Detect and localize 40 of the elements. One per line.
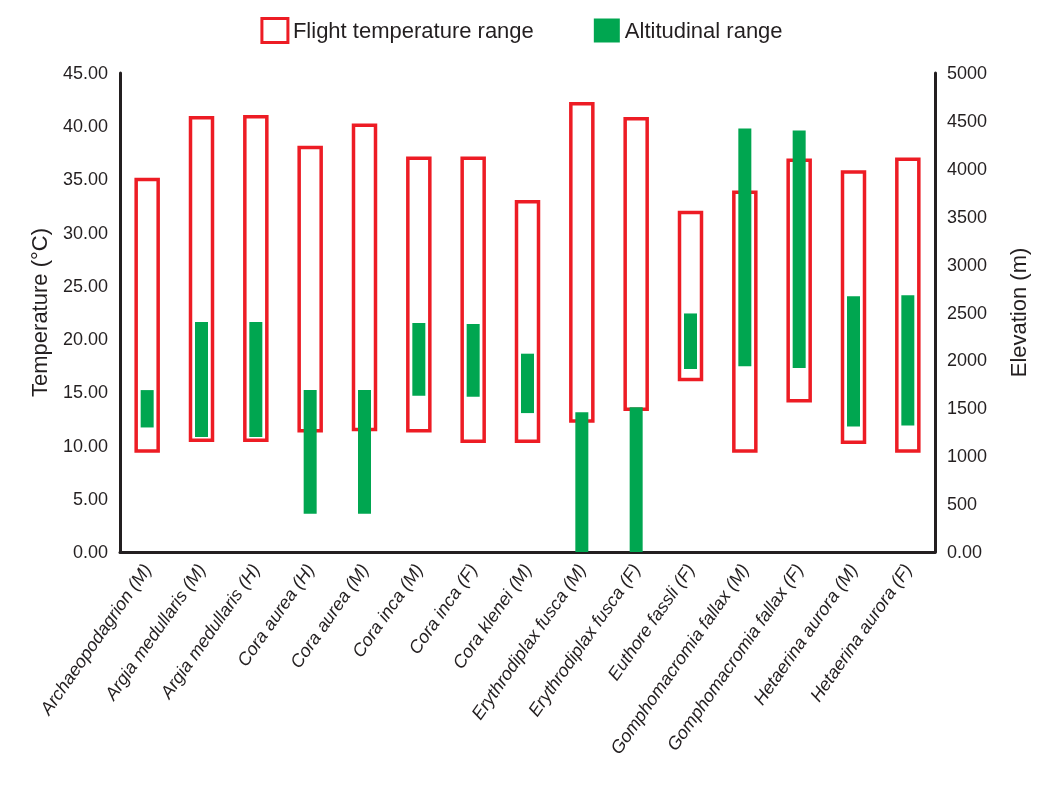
y2-axis-title: Elevation (m) [1005, 247, 1031, 378]
bar [358, 390, 371, 514]
bar [684, 313, 697, 370]
y2-tick-label: 0.00 [947, 542, 983, 562]
y2-tick-label: 1500 [947, 398, 988, 419]
y2-tick-label: 500 [947, 494, 978, 515]
y-tick-label: 0.00 [72, 542, 108, 562]
bar [847, 296, 860, 427]
y2-tick-label: 5000 [947, 63, 988, 83]
y2-tick-label: 1000 [947, 446, 988, 467]
y-tick-label: 45.00 [62, 63, 108, 83]
legend-label: Flight temperature range [292, 18, 534, 43]
legend-label: Altitudinal range [624, 18, 783, 43]
y2-tick-label: 4500 [947, 110, 988, 131]
bar [303, 390, 317, 514]
y-tick-label: 20.00 [62, 329, 108, 350]
bar [575, 412, 589, 552]
y-tick-label: 15.00 [62, 382, 108, 403]
bar [629, 407, 643, 552]
bar [901, 295, 915, 426]
y-tick-label: 30.00 [62, 222, 108, 243]
bar [195, 322, 208, 438]
y2-tick-label: 3500 [947, 206, 988, 227]
y2-tick-label: 2000 [947, 350, 988, 371]
y-tick-label: 25.00 [62, 275, 108, 296]
y-tick-label: 35.00 [62, 169, 108, 190]
y-axis-title: Temperature (°C) [26, 228, 52, 397]
y-tick-label: 40.00 [62, 116, 108, 137]
bar [249, 322, 263, 438]
y-tick-label: 10.00 [62, 435, 108, 456]
bar [792, 130, 806, 369]
y2-tick-label: 3000 [947, 254, 988, 275]
bar [521, 353, 534, 414]
bar [140, 390, 154, 428]
bar [738, 128, 752, 367]
y2-tick-label: 4000 [947, 158, 988, 179]
y-tick-label: 5.00 [72, 488, 108, 509]
bar [466, 324, 480, 397]
y2-tick-label: 2500 [947, 302, 988, 323]
bar [412, 323, 426, 396]
